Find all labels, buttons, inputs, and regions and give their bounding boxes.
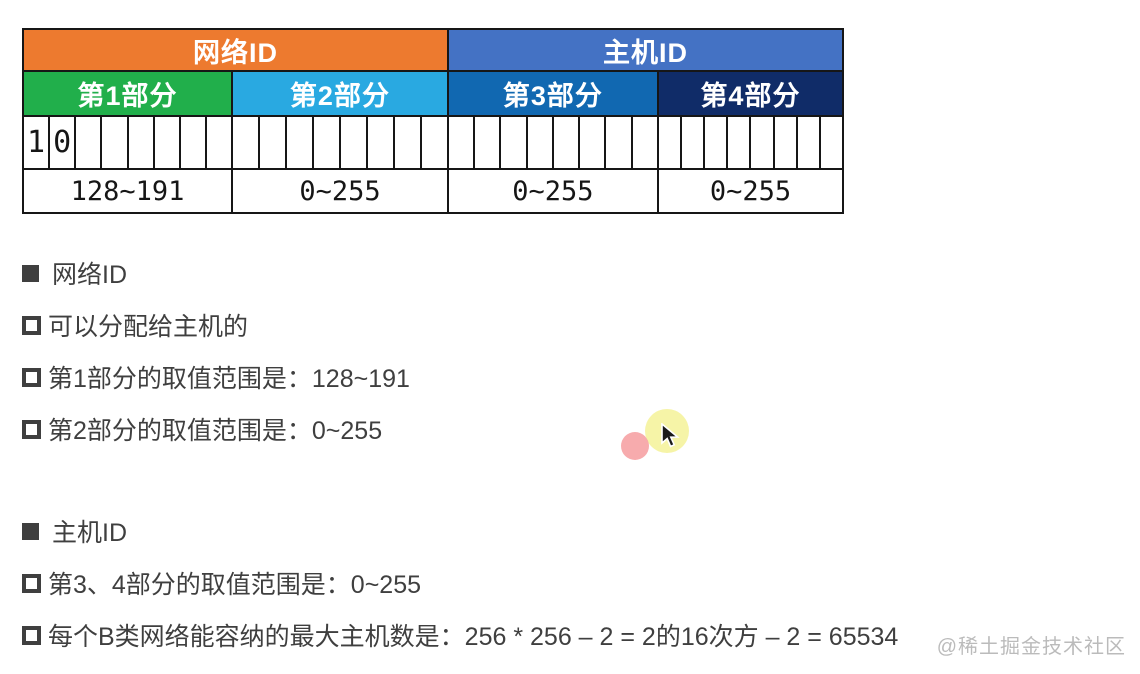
section-title-text: 网络ID bbox=[52, 261, 128, 289]
bit-cell bbox=[102, 117, 129, 170]
bit-cell bbox=[527, 117, 554, 170]
bit-cell: 1 bbox=[24, 117, 51, 170]
mouse-cursor-icon bbox=[661, 423, 680, 448]
bit-cell bbox=[448, 117, 476, 170]
bit-cell bbox=[501, 117, 528, 170]
bit-cell bbox=[367, 117, 395, 170]
bullet-list: 网络ID 可以分配给主机的 第1部分的取值范围是：128~191 第2部分的取值… bbox=[22, 247, 1112, 661]
part1-header: 第1部分 bbox=[24, 72, 233, 117]
bit-cell bbox=[421, 117, 447, 170]
hollow-square-bullet-icon bbox=[22, 367, 41, 387]
filled-square-bullet-icon bbox=[22, 264, 39, 282]
hollow-square-bullet-icon bbox=[22, 315, 41, 335]
hollow-square-bullet-icon bbox=[22, 625, 41, 645]
highlight-circle-pink bbox=[621, 432, 649, 460]
bit-cell bbox=[797, 117, 821, 170]
bit-group-2 bbox=[232, 117, 449, 170]
bit-cell bbox=[820, 117, 843, 170]
bullet-item: 可以分配给主机的 bbox=[22, 299, 1112, 351]
bit-cell bbox=[259, 117, 287, 170]
section-title-network-id: 网络ID bbox=[22, 247, 1112, 299]
watermark: @稀土掘金技术社区 bbox=[936, 636, 1126, 658]
hollow-square-bullet-icon bbox=[22, 419, 41, 439]
filled-square-bullet-icon bbox=[22, 522, 39, 540]
bullet-item: 每个B类网络能容纳的最大主机数是：256 * 256 – 2 = 2的16次方 … bbox=[22, 609, 1112, 661]
bullet-item-text: 第3、4部分的取值范围是：0~255 bbox=[48, 571, 422, 599]
bit-cell bbox=[76, 117, 103, 170]
group-header-row: 网络ID 主机ID bbox=[24, 30, 842, 72]
network-id-header: 网络ID bbox=[24, 30, 449, 72]
bit-cell bbox=[180, 117, 207, 170]
bit-cell bbox=[475, 117, 502, 170]
bit-cell bbox=[705, 117, 729, 170]
bit-row: 1 0 bbox=[24, 117, 843, 170]
bit-cell: 0 bbox=[50, 117, 77, 170]
part4-range: 0~255 bbox=[658, 170, 842, 212]
bit-group-1: 1 0 bbox=[24, 117, 233, 170]
bit-cell bbox=[154, 117, 181, 170]
bullet-item: 第3、4部分的取值范围是：0~255 bbox=[22, 557, 1112, 609]
bit-group-3 bbox=[448, 117, 659, 170]
bit-cell bbox=[658, 117, 683, 170]
part4-header: 第4部分 bbox=[658, 72, 842, 117]
part3-range: 0~255 bbox=[448, 170, 659, 212]
part-header-row: 第1部分 第2部分 第3部分 第4部分 bbox=[24, 72, 842, 117]
bullet-item-text: 第2部分的取值范围是：0~255 bbox=[48, 417, 383, 445]
bit-cell bbox=[394, 117, 422, 170]
bullet-item-text: 第1部分的取值范围是：128~191 bbox=[48, 365, 410, 393]
bit-cell bbox=[751, 117, 775, 170]
bit-cell bbox=[682, 117, 706, 170]
range-row: 128~191 0~255 0~255 0~255 bbox=[24, 170, 842, 212]
bullet-item: 第2部分的取值范围是：0~255 bbox=[22, 403, 1112, 455]
section-gap bbox=[22, 455, 1112, 505]
bit-cell bbox=[206, 117, 231, 170]
bit-cell bbox=[632, 117, 657, 170]
ip-structure-table: 网络ID 主机ID 第1部分 第2部分 第3部分 第4部分 1 0 bbox=[22, 28, 844, 214]
bullet-item: 第1部分的取值范围是：128~191 bbox=[22, 351, 1112, 403]
part3-header: 第3部分 bbox=[448, 72, 659, 117]
bit-cell bbox=[553, 117, 581, 170]
section-title-host-id: 主机ID bbox=[22, 505, 1112, 557]
bullet-item-text: 每个B类网络能容纳的最大主机数是：256 * 256 – 2 = 2的16次方 … bbox=[48, 623, 899, 651]
part2-header: 第2部分 bbox=[232, 72, 449, 117]
hollow-square-bullet-icon bbox=[22, 573, 41, 593]
part2-range: 0~255 bbox=[232, 170, 449, 212]
bit-cell bbox=[286, 117, 314, 170]
bit-cell bbox=[340, 117, 368, 170]
bit-cell bbox=[128, 117, 155, 170]
bit-cell bbox=[580, 117, 607, 170]
part1-range: 128~191 bbox=[24, 170, 233, 212]
host-id-header: 主机ID bbox=[448, 30, 842, 72]
bit-cell bbox=[728, 117, 752, 170]
bit-group-4 bbox=[658, 117, 843, 170]
bullet-item-text: 可以分配给主机的 bbox=[48, 313, 249, 341]
bit-cell bbox=[232, 117, 260, 170]
bit-cell bbox=[774, 117, 798, 170]
bit-cell bbox=[313, 117, 341, 170]
section-title-text: 主机ID bbox=[52, 519, 128, 547]
bit-cell bbox=[606, 117, 633, 170]
